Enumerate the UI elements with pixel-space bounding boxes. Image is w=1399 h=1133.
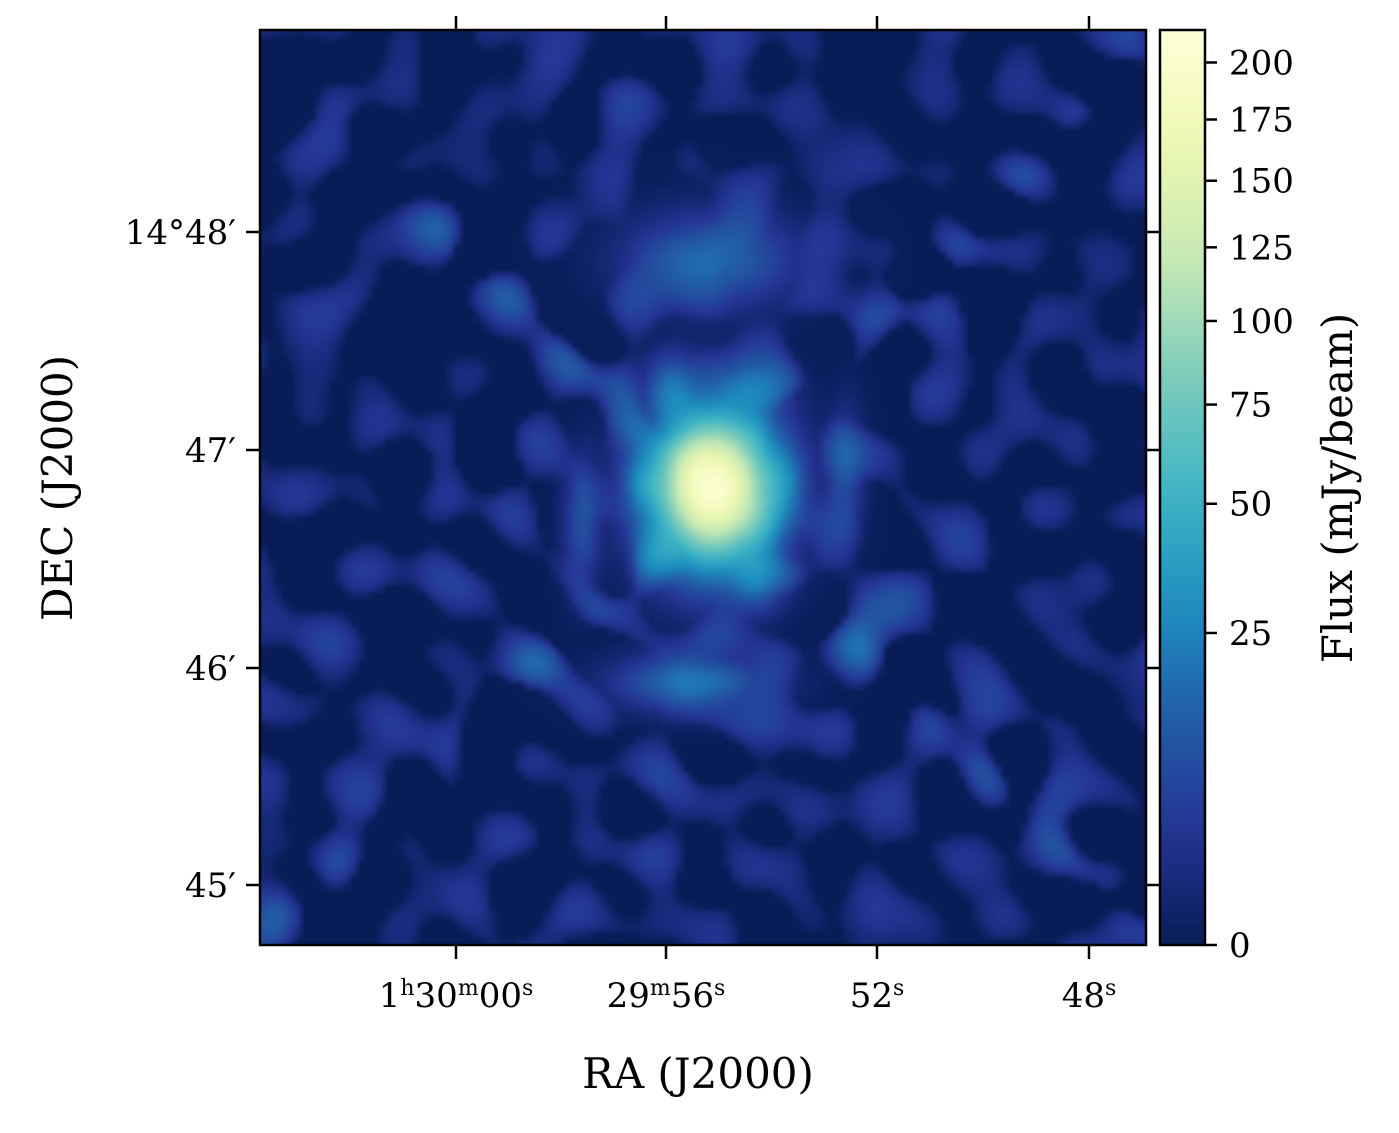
x-axis-ticks: 1h30m00s 29m56s 52s 48s (379, 16, 1117, 1016)
colorbar-tick-label: 0 (1229, 926, 1251, 966)
colorbar-ticks: 0 25 50 75 100 125 150 175 200 (1205, 43, 1294, 966)
y-tick-label: 45′ (185, 866, 236, 906)
x-tick-label: 48s (1062, 976, 1117, 1016)
colorbar-tick-label: 50 (1229, 485, 1272, 525)
x-tick-label: 52s (850, 976, 905, 1016)
colorbar (1158, 28, 1207, 947)
plot-frame (258, 28, 1148, 947)
image-plot (260, 30, 1146, 945)
colorbar-tick-label: 25 (1229, 614, 1272, 654)
colorbar-tick-label: 150 (1229, 162, 1294, 202)
colorbar-title: Flux (mJy/beam) (1313, 313, 1362, 664)
x-tick-label: 29m56s (607, 976, 726, 1016)
flux-image (260, 30, 1146, 945)
y-tick-label: 47′ (185, 431, 236, 471)
y-axis-ticks: 14°48′ 47′ 46′ 45′ (125, 213, 1160, 906)
y-axis-title: DEC (J2000) (33, 355, 82, 621)
colorbar-tick-label: 200 (1229, 43, 1294, 83)
colorbar-tick-label: 175 (1229, 100, 1294, 140)
x-axis-title: RA (J2000) (582, 1049, 814, 1098)
y-tick-label: 46′ (185, 649, 236, 689)
x-tick-label: 1h30m00s (379, 976, 534, 1016)
colorbar-tick-label: 100 (1229, 302, 1294, 342)
colorbar-tick-label: 125 (1229, 228, 1294, 268)
y-tick-label: 14°48′ (125, 213, 236, 253)
colorbar-tick-label: 75 (1229, 386, 1272, 426)
